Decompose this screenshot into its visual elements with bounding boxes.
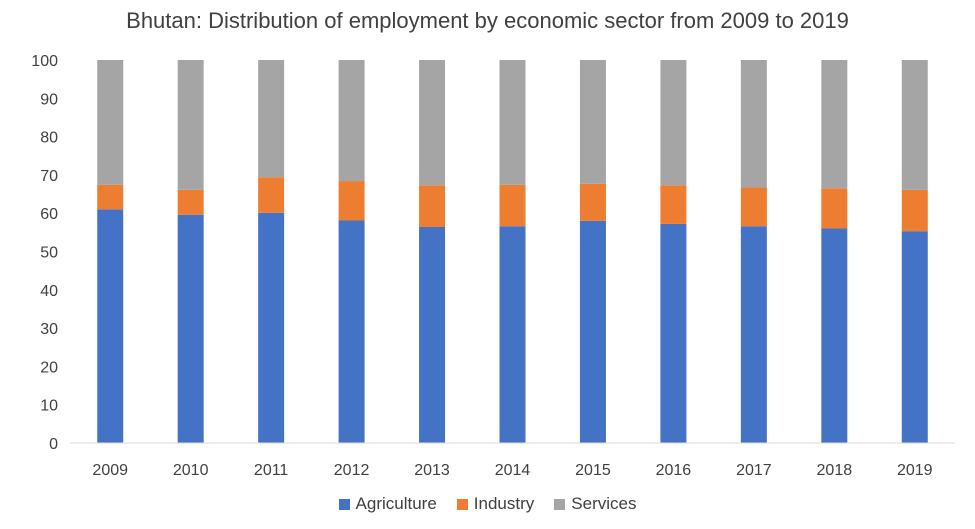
bar-services-2011 bbox=[258, 60, 285, 178]
legend-label: Services bbox=[571, 494, 637, 513]
bars-layer bbox=[97, 60, 928, 443]
bar-agriculture-2012 bbox=[338, 220, 365, 443]
chart-title: Bhutan: Distribution of employment by ec… bbox=[126, 8, 849, 33]
bar-services-2013 bbox=[419, 60, 446, 186]
bar-industry-2017 bbox=[740, 187, 767, 227]
legend-swatch bbox=[338, 498, 350, 510]
bar-services-2017 bbox=[740, 60, 767, 188]
bar-industry-2011 bbox=[258, 177, 285, 213]
y-tick-label: 100 bbox=[31, 53, 58, 70]
bar-industry-2009 bbox=[97, 184, 124, 210]
x-tick-label: 2016 bbox=[656, 462, 692, 479]
y-tick-label: 80 bbox=[40, 130, 58, 147]
bar-agriculture-2009 bbox=[97, 209, 124, 443]
x-tick-label: 2011 bbox=[254, 462, 289, 479]
x-tick-label: 2015 bbox=[575, 462, 611, 479]
bar-services-2010 bbox=[177, 60, 204, 190]
bar-agriculture-2011 bbox=[258, 212, 285, 443]
y-tick-label: 10 bbox=[40, 398, 58, 415]
x-tick-label: 2013 bbox=[414, 462, 450, 479]
x-tick-label: 2018 bbox=[817, 462, 853, 479]
bar-industry-2012 bbox=[338, 181, 365, 221]
bar-agriculture-2010 bbox=[177, 214, 204, 443]
bar-services-2015 bbox=[579, 60, 606, 184]
bar-agriculture-2017 bbox=[740, 226, 767, 443]
bar-services-2012 bbox=[338, 60, 365, 182]
y-tick-label: 40 bbox=[40, 283, 58, 300]
x-tick-label: 2014 bbox=[495, 462, 531, 479]
bar-agriculture-2018 bbox=[821, 228, 848, 443]
bar-industry-2014 bbox=[499, 184, 526, 227]
legend-item-industry: Industry bbox=[456, 494, 535, 514]
legend: Agriculture Industry Services bbox=[0, 494, 975, 514]
y-tick-label: 60 bbox=[40, 206, 58, 223]
x-tick-label: 2017 bbox=[736, 462, 772, 479]
bar-industry-2019 bbox=[901, 189, 928, 232]
y-tick-label: 70 bbox=[40, 168, 58, 185]
x-tick-label: 2010 bbox=[173, 462, 209, 479]
bar-industry-2018 bbox=[821, 188, 848, 229]
legend-label: Agriculture bbox=[355, 494, 437, 513]
bar-agriculture-2013 bbox=[419, 226, 446, 443]
x-tick-label: 2012 bbox=[334, 462, 370, 479]
x-tick-label: 2009 bbox=[92, 462, 128, 479]
bar-services-2019 bbox=[901, 60, 928, 190]
bar-industry-2015 bbox=[579, 183, 606, 221]
bar-agriculture-2015 bbox=[579, 220, 606, 443]
y-axis-ticks: 0 10 20 30 40 50 60 70 80 90 100 bbox=[31, 53, 58, 453]
bar-industry-2016 bbox=[660, 185, 687, 224]
bar-industry-2013 bbox=[419, 185, 446, 227]
x-axis-ticks: 2009 2010 2011 2012 2013 2014 2015 2016 2017 2018… bbox=[92, 462, 932, 479]
legend-label: Industry bbox=[473, 494, 535, 513]
legend-swatch bbox=[456, 498, 468, 510]
bar-services-2009 bbox=[97, 60, 124, 185]
y-tick-label: 20 bbox=[40, 359, 58, 376]
y-tick-label: 90 bbox=[40, 91, 58, 108]
y-tick-label: 0 bbox=[49, 436, 58, 453]
bar-services-2014 bbox=[499, 60, 526, 185]
legend-swatch bbox=[554, 498, 566, 510]
x-tick-label: 2019 bbox=[897, 462, 933, 479]
bar-services-2018 bbox=[821, 60, 848, 189]
y-tick-label: 50 bbox=[40, 245, 58, 262]
bar-agriculture-2019 bbox=[901, 231, 928, 443]
bar-agriculture-2014 bbox=[499, 226, 526, 443]
legend-item-agriculture: Agriculture bbox=[338, 494, 437, 514]
legend-item-services: Services bbox=[554, 494, 636, 514]
y-tick-label: 30 bbox=[40, 321, 58, 338]
bar-services-2016 bbox=[660, 60, 687, 186]
bar-agriculture-2016 bbox=[660, 223, 687, 443]
bar-industry-2010 bbox=[177, 189, 204, 215]
